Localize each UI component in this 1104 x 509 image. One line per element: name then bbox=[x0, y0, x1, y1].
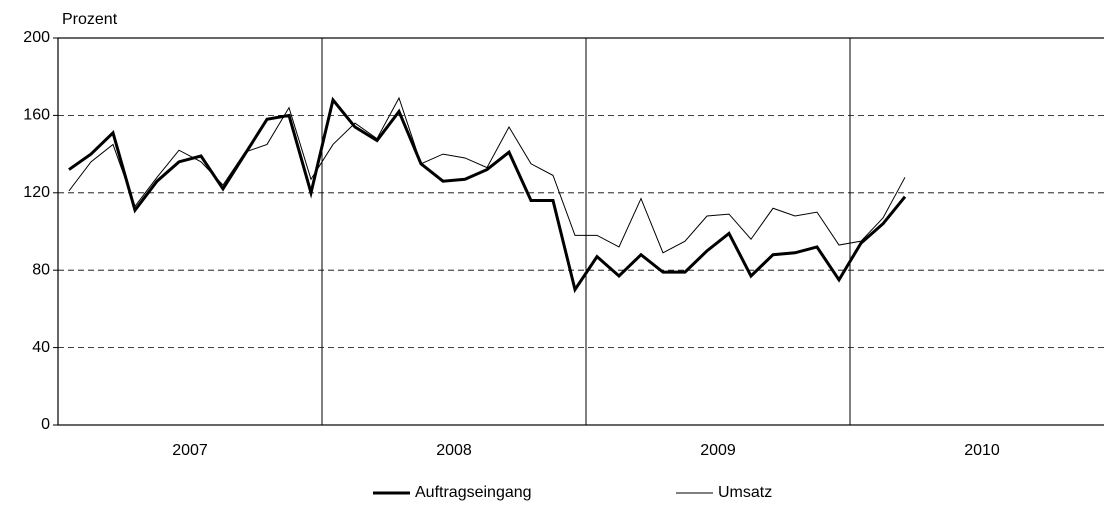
legend-label: Auftragseingang bbox=[415, 484, 532, 501]
x-group-label: 2008 bbox=[436, 442, 472, 459]
y-tick-label: 80 bbox=[32, 261, 50, 278]
y-tick-label: 40 bbox=[32, 339, 50, 356]
x-group-label: 2009 bbox=[700, 442, 736, 459]
y-tick-label: 120 bbox=[23, 184, 50, 201]
y-tick-label: 160 bbox=[23, 107, 50, 124]
x-group-label: 2010 bbox=[964, 442, 1000, 459]
y-tick-label: 200 bbox=[23, 29, 50, 46]
y-tick-label: 0 bbox=[41, 416, 50, 433]
plot-frame bbox=[57, 37, 1104, 426]
line-series bbox=[68, 96, 907, 294]
y-axis-label: Prozent bbox=[62, 11, 118, 28]
line-series bbox=[68, 96, 906, 254]
x-group-label: 2007 bbox=[172, 442, 208, 459]
legend-label: Umsatz bbox=[718, 484, 772, 501]
